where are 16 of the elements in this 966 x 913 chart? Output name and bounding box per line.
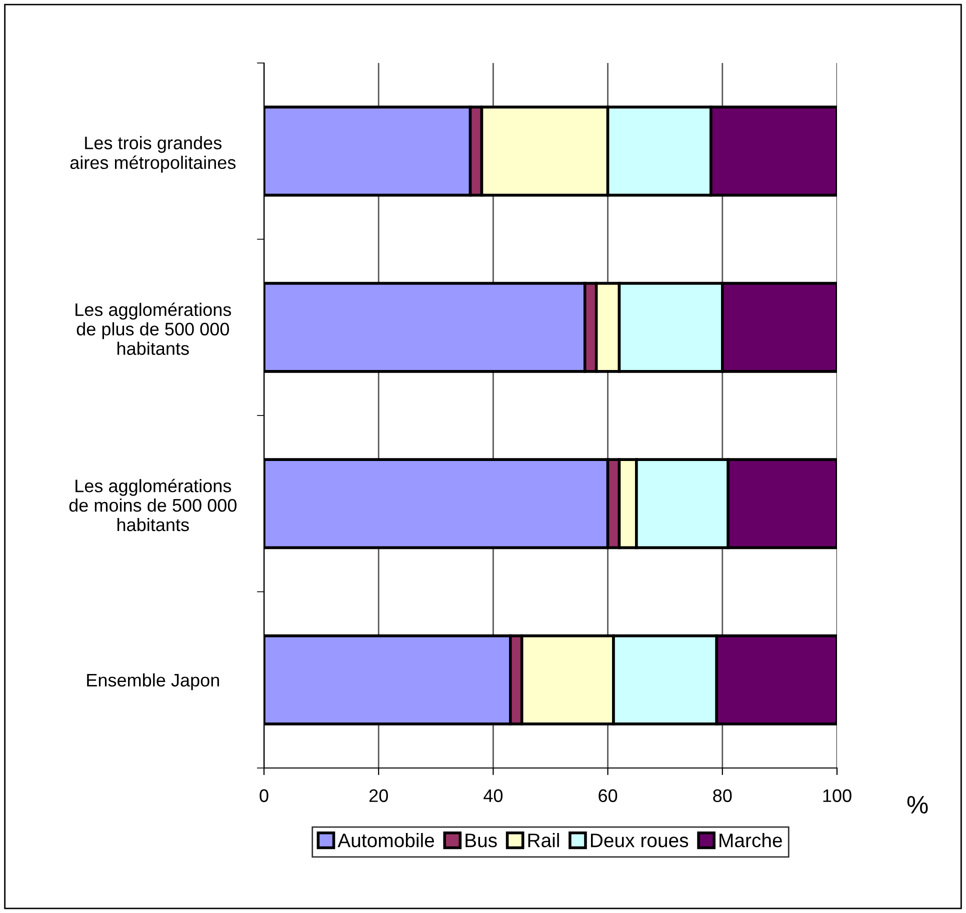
x-tick-label: 0 — [260, 789, 268, 802]
legend-label: Deux roues — [590, 834, 688, 848]
y-tick-label: Les agglomérations de moins de 500 000 habitants — [69, 478, 237, 532]
y-tick-label: Les agglomérations de plus de 500 000 habitants — [76, 302, 232, 355]
y-tick-label: Les trois grandes aires métropolitaines — [70, 136, 236, 173]
x-tick-label: 60 — [598, 789, 618, 802]
x-tick-label: 20 — [369, 789, 388, 802]
y-tick-label: Ensemble Japon — [87, 673, 219, 690]
legend-label: Bus — [466, 834, 497, 848]
x-tick-label: 80 — [713, 789, 732, 802]
legend-label: Automobile — [338, 833, 434, 848]
x-tick-label: 40 — [484, 789, 503, 802]
legend-label: Marche — [720, 833, 782, 848]
x-tick-label: 100 — [823, 789, 852, 802]
legend-label: Rail — [528, 833, 559, 848]
x-axis-title: % — [907, 796, 928, 814]
